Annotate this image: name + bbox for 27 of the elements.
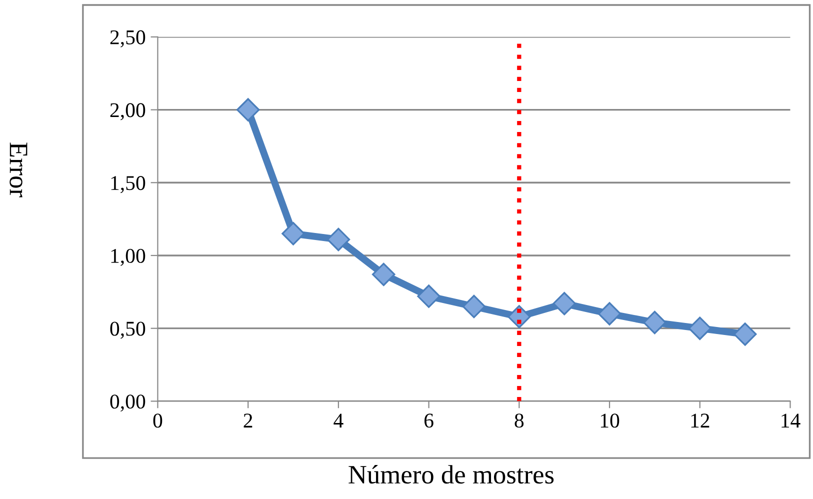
point (417, 284, 440, 308)
y-tick-label: 1,00 (111, 248, 146, 266)
y-tick-label: 2,00 (110, 103, 146, 120)
y-tick-label: 2,50 (110, 30, 146, 48)
point (236, 98, 260, 122)
point (372, 262, 396, 286)
x-tick-label: 2 (244, 414, 252, 428)
x-tick-label: 0 (153, 414, 162, 428)
x-tick-label: 12 (691, 414, 710, 428)
point (733, 322, 757, 346)
y-tick-label: 0,00 (110, 394, 146, 412)
x-axis-title: Número de mostres (348, 465, 554, 484)
y-tick-label: 0,50 (110, 322, 146, 339)
x-tick-label: 10 (600, 414, 620, 428)
point (598, 302, 622, 326)
y-tick-label: 1,50 (111, 176, 146, 194)
x-tick-label: 8 (514, 414, 524, 428)
point (688, 316, 712, 340)
x-tick-label: 14 (782, 414, 800, 428)
x-tick-label: 6 (424, 414, 434, 428)
x-tick-label: 4 (334, 414, 344, 428)
point (326, 228, 350, 252)
point (643, 310, 666, 334)
point (462, 294, 486, 318)
y-axis-title: Error (10, 142, 28, 198)
point (282, 222, 305, 246)
point (552, 292, 576, 316)
